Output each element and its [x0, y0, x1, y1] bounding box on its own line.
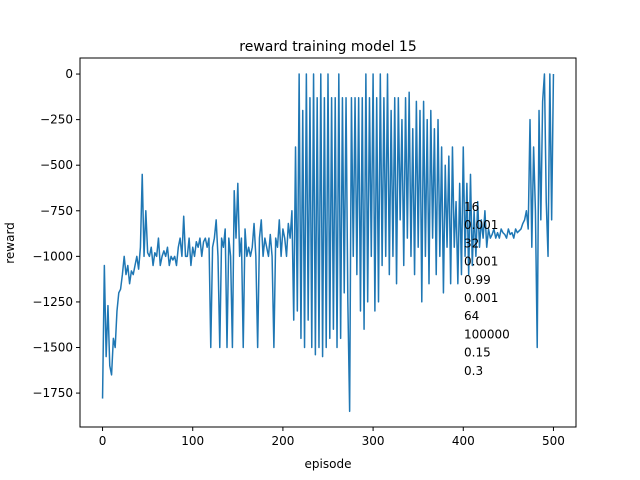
x-tick-label: 0: [99, 434, 107, 448]
plot-frame: [79, 57, 577, 428]
y-tick-label: −750: [40, 204, 73, 218]
annotation: 0.001: [464, 255, 498, 269]
annotation: 0.001: [464, 218, 498, 232]
y-tick-label: −500: [40, 158, 73, 172]
y-tick-label: −250: [40, 113, 73, 127]
annotation: 0.3: [464, 364, 483, 378]
x-tick-label: 200: [271, 434, 294, 448]
chart-title: reward training model 15: [239, 39, 416, 55]
y-tick-label: −1500: [32, 341, 73, 355]
x-tick-label: 100: [181, 434, 204, 448]
y-tick-label: −1250: [32, 295, 73, 309]
annotation: 16: [464, 200, 479, 214]
x-tick-label: 400: [452, 434, 475, 448]
annotation: 0.001: [464, 291, 498, 305]
annotation: 64: [464, 309, 479, 323]
y-tick-label: −1000: [32, 249, 73, 263]
x-tick-label: 500: [542, 434, 565, 448]
data-line: [101, 73, 555, 413]
x-tick-label: 300: [362, 434, 385, 448]
annotation: 0.15: [464, 346, 491, 360]
annotation: 0.99: [464, 273, 491, 287]
annotation: 100000: [464, 327, 510, 341]
x-axis-label: episode: [305, 457, 352, 471]
y-tick-label: 0: [65, 67, 73, 81]
y-axis-label: reward: [3, 222, 17, 264]
y-tick-label: −1750: [32, 386, 73, 400]
annotation: 32: [464, 236, 479, 250]
